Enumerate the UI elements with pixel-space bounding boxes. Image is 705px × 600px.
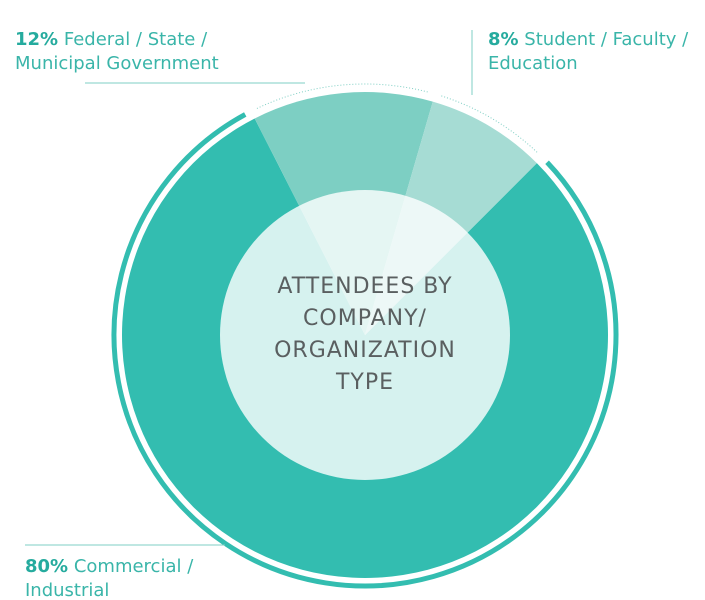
slice-percent: 80% — [25, 556, 69, 577]
slice-category: Commercial / Industrial — [25, 556, 194, 600]
slice-category: Federal / State / Municipal Government — [15, 29, 219, 74]
outer-ring — [111, 112, 619, 589]
donut-center — [220, 190, 510, 480]
chart-title: ATTENDEES BY COMPANY/ ORGANIZATION TYPE — [274, 274, 456, 395]
slice-category: Student / Faculty / Education — [488, 29, 689, 74]
outer-ring — [441, 95, 539, 154]
slice-label: 80% Commercial / Industrial — [25, 555, 225, 600]
slice-percent: 12% — [15, 29, 59, 50]
slice-label: 8% Student / Faculty / Education — [488, 28, 703, 76]
slice-percent: 8% — [488, 29, 519, 50]
slice-label: 12% Federal / State / Municipal Governme… — [15, 28, 255, 76]
